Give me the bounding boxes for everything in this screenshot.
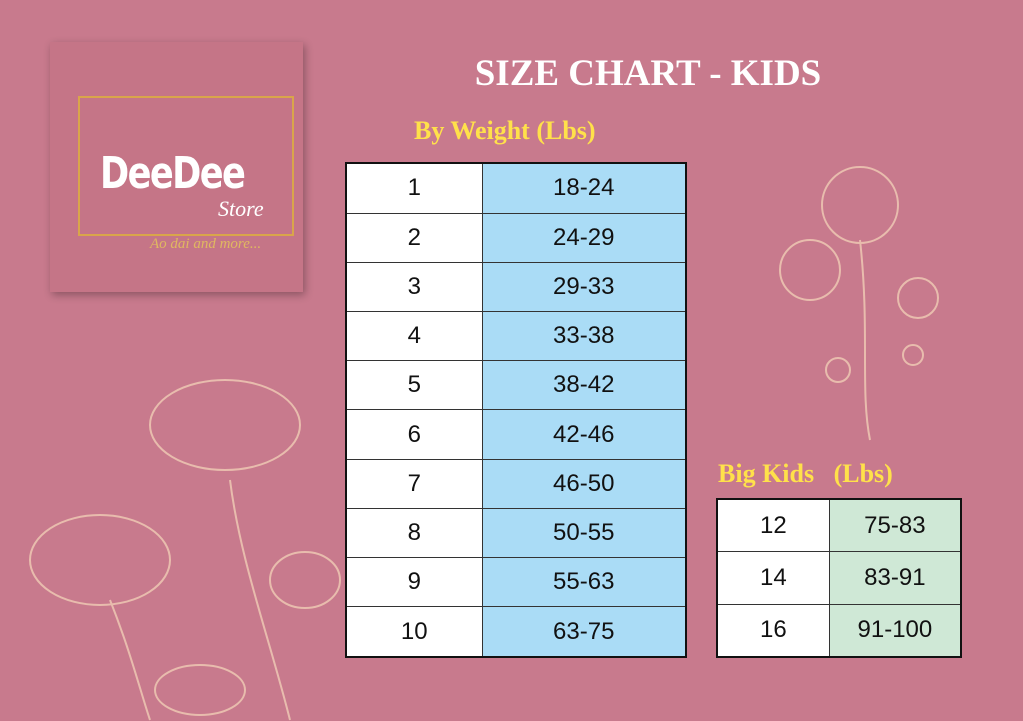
weight-cell: 63-75 [481, 606, 687, 658]
size-cell: 1 [345, 162, 483, 214]
weight-cell: 55-63 [481, 557, 687, 608]
size-cell: 10 [345, 606, 483, 658]
weight-cell: 38-42 [481, 360, 687, 411]
table-row: 7 46-50 [345, 458, 687, 509]
big-kids-heading: Big Kids (Lbs) [718, 459, 893, 488]
size-cell: 12 [716, 498, 830, 553]
size-cell: 6 [345, 409, 483, 460]
size-cell: 14 [716, 551, 830, 605]
weight-cell: 91-100 [828, 603, 962, 658]
table-row: 14 83-91 [716, 551, 962, 605]
size-cell: 9 [345, 557, 483, 608]
title: SIZE CHART - KIDS [474, 53, 822, 94]
weight-cell: 24-29 [481, 212, 687, 263]
size-cell: 4 [345, 311, 483, 362]
logo [50, 42, 303, 292]
size-cell: 8 [345, 507, 483, 559]
logo-frame [78, 96, 294, 236]
table-row: 2 24-29 [345, 212, 687, 263]
weight-heading: By Weight (Lbs) [414, 116, 596, 145]
table-row: 8 50-55 [345, 507, 687, 559]
table-row: 9 55-63 [345, 557, 687, 608]
size-cell: 3 [345, 261, 483, 313]
table-row: 4 33-38 [345, 311, 687, 362]
table-row: 5 38-42 [345, 360, 687, 411]
table-row: 3 29-33 [345, 261, 687, 313]
weight-cell: 50-55 [481, 507, 687, 559]
logo-tagline: Ao dai and more... [150, 236, 262, 252]
weight-cell: 42-46 [481, 409, 687, 460]
weight-cell: 29-33 [481, 261, 687, 313]
big-kids-table: 12 75-83 14 83-91 16 91-100 [716, 498, 962, 658]
size-cell: 2 [345, 212, 483, 263]
table-row: 16 91-100 [716, 603, 962, 658]
table-row: 10 63-75 [345, 606, 687, 658]
logo-suffix: Store [218, 196, 264, 221]
weight-cell: 75-83 [828, 498, 962, 553]
weight-cell: 33-38 [481, 311, 687, 362]
table-row: 1 18-24 [345, 162, 687, 214]
size-cell: 5 [345, 360, 483, 411]
weight-table: 1 18-24 2 24-29 3 29-33 4 33-38 5 38-42 6 42-46 7 46-… [345, 162, 687, 658]
size-cell: 16 [716, 603, 830, 658]
weight-cell: 18-24 [481, 162, 687, 214]
logo-name: DeeDee [100, 148, 246, 199]
weight-cell: 46-50 [481, 458, 687, 509]
table-row: 12 75-83 [716, 498, 962, 553]
size-cell: 7 [345, 458, 483, 509]
table-row: 6 42-46 [345, 409, 687, 460]
weight-cell: 83-91 [828, 551, 962, 605]
